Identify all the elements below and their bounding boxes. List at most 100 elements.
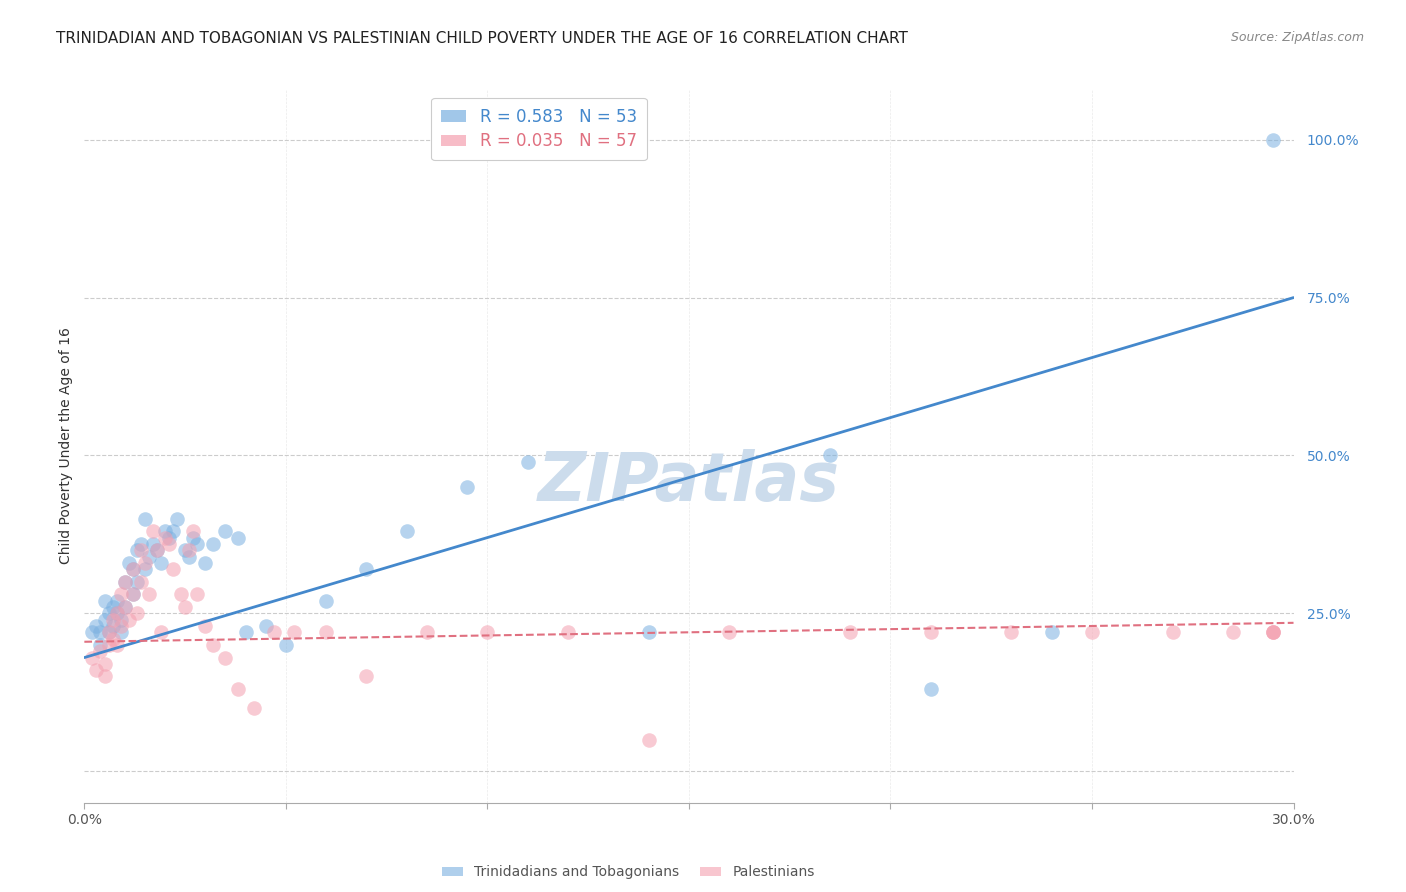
Point: [118, 613, 141, 627]
Point: [1222, 625, 1244, 640]
Point: [125, 574, 148, 589]
Point: [101, 619, 124, 633]
Point: [557, 625, 579, 640]
Point: [456, 480, 478, 494]
Point: [157, 531, 180, 545]
Point: [174, 543, 197, 558]
Point: [93, 613, 115, 627]
Point: [134, 562, 156, 576]
Point: [315, 625, 337, 640]
Point: [477, 625, 499, 640]
Point: [110, 587, 132, 601]
Point: [97, 607, 120, 621]
Point: [395, 524, 418, 539]
Point: [142, 537, 165, 551]
Point: [181, 531, 204, 545]
Point: [105, 607, 128, 621]
Point: [174, 600, 197, 615]
Point: [101, 600, 124, 615]
Point: [1263, 133, 1285, 147]
Point: [254, 619, 277, 633]
Point: [283, 625, 305, 640]
Point: [118, 556, 141, 570]
Point: [105, 607, 128, 621]
Point: [121, 562, 143, 576]
Point: [263, 625, 285, 640]
Point: [114, 600, 136, 615]
Point: [129, 543, 152, 558]
Point: [1263, 625, 1285, 640]
Point: [170, 587, 193, 601]
Point: [110, 619, 132, 633]
Point: [194, 619, 217, 633]
Point: [82, 650, 104, 665]
Point: [242, 701, 264, 715]
Point: [89, 638, 111, 652]
Point: [153, 531, 176, 545]
Point: [356, 669, 378, 683]
Point: [89, 625, 111, 640]
Point: [194, 556, 217, 570]
Legend: Trinidadians and Tobagonians, Palestinians: Trinidadians and Tobagonians, Palestinia…: [437, 860, 820, 885]
Point: [157, 537, 180, 551]
Point: [101, 613, 124, 627]
Point: [82, 625, 104, 640]
Point: [637, 732, 659, 747]
Point: [129, 574, 152, 589]
Point: [202, 638, 225, 652]
Point: [138, 549, 160, 564]
Point: [235, 625, 257, 640]
Text: TRINIDADIAN AND TOBAGONIAN VS PALESTINIAN CHILD POVERTY UNDER THE AGE OF 16 CORR: TRINIDADIAN AND TOBAGONIAN VS PALESTINIA…: [56, 31, 908, 46]
Point: [114, 600, 136, 615]
Y-axis label: Child Poverty Under the Age of 16: Child Poverty Under the Age of 16: [59, 327, 73, 565]
Point: [146, 543, 169, 558]
Point: [718, 625, 741, 640]
Point: [1263, 625, 1285, 640]
Point: [97, 625, 120, 640]
Text: ZIPatlas: ZIPatlas: [538, 449, 839, 515]
Point: [179, 543, 201, 558]
Point: [1161, 625, 1184, 640]
Point: [516, 455, 538, 469]
Point: [105, 638, 128, 652]
Point: [1040, 625, 1063, 640]
Point: [637, 625, 659, 640]
Point: [149, 625, 172, 640]
Point: [1263, 625, 1285, 640]
Point: [105, 593, 128, 607]
Point: [121, 587, 143, 601]
Point: [214, 650, 236, 665]
Point: [146, 543, 169, 558]
Point: [274, 638, 297, 652]
Point: [416, 625, 439, 640]
Point: [1000, 625, 1022, 640]
Point: [134, 556, 156, 570]
Point: [202, 537, 225, 551]
Point: [93, 669, 115, 683]
Point: [93, 593, 115, 607]
Point: [166, 511, 188, 525]
Point: [142, 524, 165, 539]
Point: [920, 682, 942, 697]
Point: [920, 625, 942, 640]
Point: [89, 644, 111, 658]
Point: [93, 657, 115, 671]
Point: [97, 625, 120, 640]
Point: [134, 511, 156, 525]
Point: [101, 632, 124, 646]
Point: [162, 562, 184, 576]
Point: [110, 613, 132, 627]
Point: [86, 663, 108, 677]
Point: [114, 574, 136, 589]
Point: [356, 562, 378, 576]
Point: [226, 682, 249, 697]
Point: [149, 556, 172, 570]
Point: [214, 524, 236, 539]
Point: [125, 543, 148, 558]
Point: [86, 619, 108, 633]
Point: [839, 625, 862, 640]
Point: [1081, 625, 1104, 640]
Point: [114, 574, 136, 589]
Point: [138, 587, 160, 601]
Point: [129, 537, 152, 551]
